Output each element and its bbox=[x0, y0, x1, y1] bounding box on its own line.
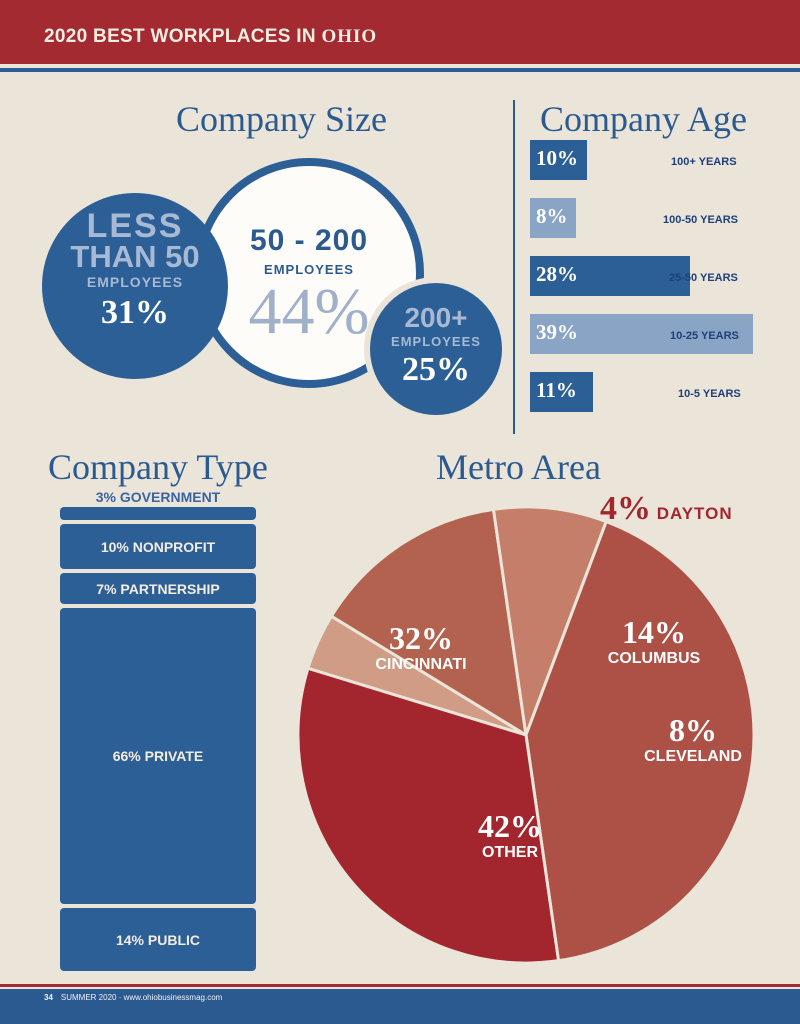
bubble-medium-range: 50 - 200 bbox=[249, 224, 369, 257]
bubble-small-line1: LESS bbox=[86, 207, 184, 245]
bubble-large-range: 200+ bbox=[404, 302, 468, 333]
age-bar-label: 10-5 YEARS bbox=[678, 388, 741, 400]
bubble-medium: 50 - 200 EMPLOYEES 44% bbox=[194, 158, 424, 388]
type-block bbox=[60, 573, 256, 604]
type-block bbox=[60, 908, 256, 971]
age-bar: 28% bbox=[530, 256, 690, 296]
age-bar-label: 100+ YEARS bbox=[671, 156, 737, 168]
type-block bbox=[60, 507, 256, 520]
pie-label: 8% CLEVELAND bbox=[634, 712, 752, 766]
header-title: 2020 BEST WORKPLACES IN OHIO bbox=[44, 26, 377, 48]
footer-text: 34 SUMMER 2020 · www.ohiobusinessmag.com bbox=[44, 993, 222, 1002]
pie-label-name: COLUMBUS bbox=[607, 650, 701, 667]
pie-label-pct: 42% bbox=[478, 808, 542, 844]
bubble-small: LESS THAN 50 EMPLOYEES 31% bbox=[42, 193, 228, 379]
header-title-highlight: OHIO bbox=[321, 26, 378, 47]
pie-label: 14% COLUMBUS bbox=[589, 614, 719, 668]
age-bar-label: 25-50 YEARS bbox=[669, 272, 738, 284]
pie-label-pct: 8% bbox=[669, 712, 717, 748]
footer-bar: 34 SUMMER 2020 · www.ohiobusinessmag.com bbox=[0, 989, 800, 1024]
bubble-small-pct: 31% bbox=[101, 294, 169, 331]
header-divider bbox=[0, 64, 800, 68]
type-block bbox=[60, 524, 256, 569]
bubble-large: 200+ EMPLOYEES 25% bbox=[370, 283, 502, 415]
age-bar-pct: 8% bbox=[536, 204, 568, 228]
header-banner: 2020 BEST WORKPLACES IN OHIO bbox=[0, 0, 800, 64]
bubble-small-sub: EMPLOYEES bbox=[86, 274, 184, 290]
type-label: 14% PUBLIC bbox=[115, 931, 201, 948]
pie-label: 32% CINCINNATI bbox=[346, 620, 496, 674]
header-divider-blue bbox=[0, 68, 800, 72]
pie-label-name: OTHER bbox=[482, 844, 538, 861]
pie-label-name: CINCINNATI bbox=[375, 656, 467, 673]
metro-area-title: Metro Area bbox=[436, 447, 601, 487]
bubble-large-sub: EMPLOYEES bbox=[391, 334, 481, 349]
company-type-title: Company Type bbox=[48, 447, 268, 487]
footer-divider bbox=[0, 984, 800, 987]
footer-caption: SUMMER 2020 · www.ohiobusinessmag.com bbox=[60, 993, 223, 1002]
type-label: 66% PRIVATE bbox=[112, 748, 204, 764]
pie-label: 4% DAYTON bbox=[600, 490, 733, 528]
age-bar: 11% bbox=[530, 372, 593, 412]
pie-label: 42% OTHER bbox=[440, 808, 580, 862]
age-bar-pct: 10% bbox=[536, 146, 578, 170]
footer-divider-cream bbox=[0, 987, 800, 989]
age-bar-label: 100-50 YEARS bbox=[663, 214, 739, 226]
pie-label-pct: 14% bbox=[622, 614, 686, 650]
age-bar: 8% bbox=[530, 198, 576, 238]
header-title-prefix: 2020 BEST WORKPLACES IN bbox=[44, 26, 322, 47]
company-age-title: Company Age bbox=[540, 99, 747, 139]
age-bar: 39% bbox=[530, 314, 753, 354]
age-bar-pct: 11% bbox=[536, 378, 577, 402]
type-label: 3% GOVERNMENT bbox=[95, 489, 221, 505]
age-bar-pct: 28% bbox=[536, 262, 578, 286]
type-label: 10% NONPROFIT bbox=[100, 538, 216, 555]
type-block bbox=[60, 608, 256, 904]
bubble-medium-pct: 44% bbox=[248, 275, 370, 348]
age-bar-label: 10-25 YEARS bbox=[670, 330, 739, 342]
pie-label-name: DAYTON bbox=[651, 504, 733, 523]
page-number: 34 bbox=[44, 993, 53, 1002]
bubble-medium-sub: EMPLOYEES bbox=[264, 262, 354, 277]
age-bar: 10% bbox=[530, 140, 587, 180]
pie-label-name: CLEVELAND bbox=[644, 748, 742, 765]
pie-label-pct: 32% bbox=[389, 620, 453, 656]
type-label: 7% PARTNERSHIP bbox=[96, 580, 220, 597]
company-size-title: Company Size bbox=[176, 99, 387, 139]
bubble-large-pct: 25% bbox=[402, 351, 470, 388]
section-divider bbox=[513, 100, 515, 434]
age-bar-pct: 39% bbox=[536, 320, 578, 344]
bubble-small-line2: THAN 50 bbox=[70, 239, 200, 274]
pie-label-pct: 4% bbox=[600, 490, 651, 527]
